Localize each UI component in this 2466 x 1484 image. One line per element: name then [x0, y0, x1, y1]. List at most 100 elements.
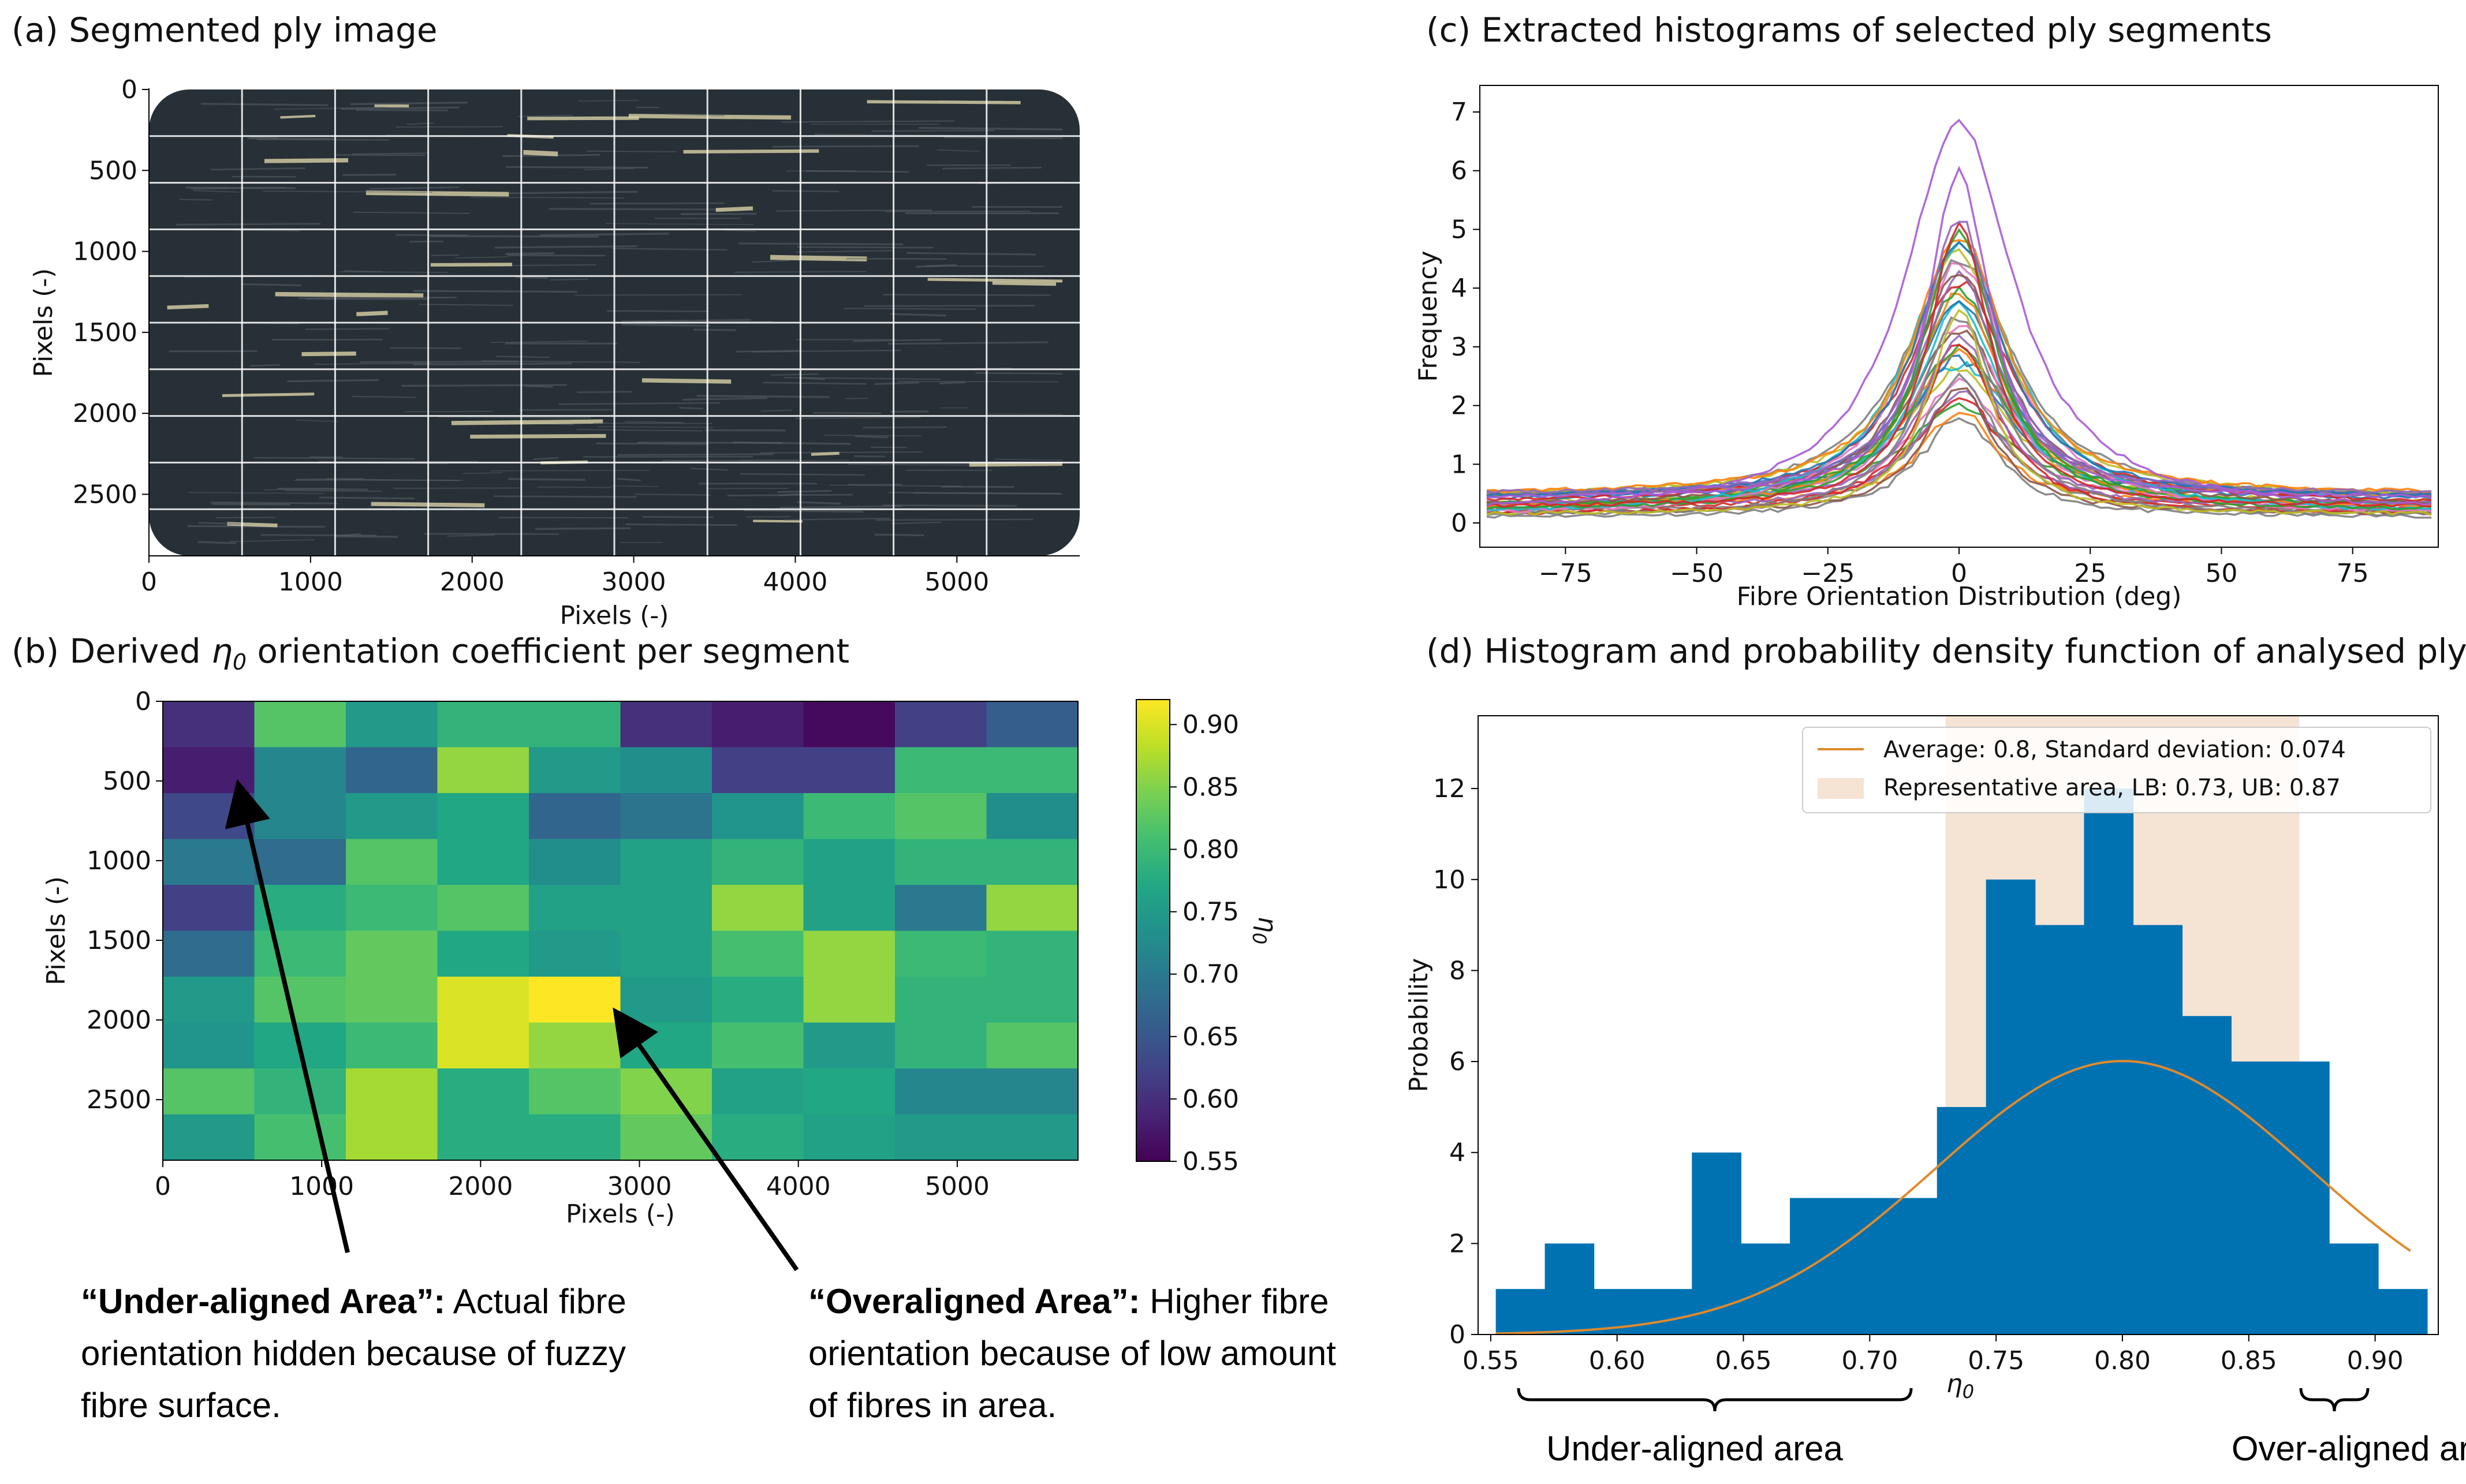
fibre-streak	[179, 199, 212, 201]
y-tick-label: 10	[1433, 865, 1465, 895]
heatmap-cell	[620, 885, 712, 932]
fibre-streak	[275, 291, 424, 298]
fibre-streak	[549, 208, 722, 211]
heatmap-cell	[712, 1022, 804, 1069]
y-tick-label: 1500	[87, 926, 151, 955]
heatmap-cell	[437, 839, 529, 885]
fibre-streak	[871, 446, 907, 448]
fibre-streak	[867, 100, 1021, 104]
y-axis-label: Pixels (-)	[29, 268, 58, 377]
heatmap-cell	[254, 793, 346, 840]
colorbar-ticks: 0.55 0.60 0.65 0.70 0.75 0.80 0.85 0.90	[1170, 710, 1239, 1176]
heatmap-cell	[803, 930, 896, 977]
fibre-streak	[413, 362, 572, 365]
heatmap-cell	[895, 793, 987, 840]
x-tick-label: −50	[1670, 559, 1723, 588]
fibre-streak	[243, 283, 301, 286]
panel-b-title: (b) Derived η0 orientation coefficient p…	[12, 631, 849, 675]
heatmap-cell	[895, 747, 987, 794]
fibre-streak	[778, 493, 802, 496]
heatmap-cell	[437, 1022, 529, 1069]
fibre-streak	[937, 149, 980, 152]
heatmap-cell	[712, 885, 804, 932]
x-tick-label: 3000	[607, 1172, 672, 1201]
y-tick-label: 3	[1451, 332, 1467, 362]
y-tick-label: 1000	[73, 237, 137, 267]
fibre-streak	[795, 416, 921, 419]
histogram-line	[1486, 365, 2432, 504]
x-tick-label: 2000	[440, 567, 505, 597]
overaligned-note-line3: of fibres in area.	[808, 1386, 1057, 1425]
histogram-bar	[1692, 1152, 1741, 1335]
fibre-streak	[264, 158, 349, 163]
x-tick-label: 0	[155, 1172, 171, 1201]
fibre-streak	[263, 190, 432, 193]
fibre-streak	[193, 190, 240, 193]
heatmap-cell	[346, 793, 438, 840]
fibre-streak	[679, 407, 704, 410]
heatmap-cell	[620, 793, 712, 840]
fibre-streak	[696, 395, 830, 398]
fibre-streak	[523, 149, 558, 156]
fibre-streak	[335, 535, 398, 538]
colorbar-tick-label: 0.70	[1182, 960, 1239, 989]
fibre-streak	[943, 136, 1063, 140]
x-tick-label: 0.75	[1968, 1346, 2024, 1375]
over-aligned-area-label: Over-aligned area	[2232, 1429, 2466, 1468]
heatmap-cell	[437, 930, 529, 977]
fibre-streak	[994, 458, 1063, 461]
y-tick-label: 2000	[73, 399, 137, 428]
over-aligned-brace	[2299, 1388, 2370, 1412]
histogram-bar	[2035, 925, 2085, 1335]
fibre-streak	[537, 486, 611, 488]
fibre-streak	[515, 276, 548, 279]
histogram-bar	[2231, 1061, 2281, 1335]
fibre-streak	[625, 523, 737, 526]
panel-b-heatmap: 0 1000 2000 3000 4000 5000 0 500 1000 1500 2000 250…	[42, 687, 1282, 1229]
fibre-streak	[508, 478, 585, 481]
histogram-bar	[1544, 1243, 1595, 1335]
fibre-streak	[550, 278, 588, 281]
y-tick-label: 0	[1449, 1320, 1465, 1350]
panel-a-image-plot: 0 1000 2000 3000 4000 5000 0 500 1000 1500 2000 250…	[29, 75, 1080, 630]
heatmap-cell	[529, 701, 621, 748]
heatmap-cell	[437, 1068, 529, 1115]
fibre-streak	[760, 451, 923, 454]
heatmap-cell	[346, 701, 438, 748]
fibre-streak	[796, 246, 934, 249]
fibre-streak	[781, 120, 954, 123]
x-tick-label: −25	[1801, 559, 1855, 588]
colorbar-tick-label: 0.60	[1182, 1085, 1239, 1114]
x-tick-label: 0.60	[1589, 1346, 1646, 1375]
heatmap-cell	[254, 1114, 346, 1161]
x-tick-label: 0.65	[1715, 1346, 1772, 1375]
x-tick-label: 3000	[602, 567, 666, 597]
fibre-streak	[824, 435, 922, 437]
fibre-streak	[430, 263, 513, 267]
colorbar	[1136, 699, 1170, 1162]
heatmap-cell	[712, 1068, 804, 1115]
overaligned-note-line2: orientation because of low amount	[808, 1334, 1336, 1373]
fibre-streak	[939, 381, 966, 384]
heatmap-cell	[346, 977, 438, 1023]
fibre-streak	[176, 223, 321, 226]
legend-pdf-label: Average: 0.8, Standard deviation: 0.074	[1883, 737, 2346, 763]
x-axis-label: Fibre Orientation Distribution (deg)	[1737, 582, 2182, 611]
y-axis-label: Frequency	[1413, 251, 1443, 382]
y-tick-label: 5	[1451, 215, 1467, 244]
legend-band-swatch	[1818, 778, 1864, 799]
fibre-streak	[721, 229, 756, 232]
under-aligned-arrow	[225, 779, 350, 1253]
y-tick-label: 4	[1449, 1138, 1465, 1168]
fibre-streak	[666, 113, 725, 117]
fibre-streak	[617, 453, 774, 456]
legend-box	[1802, 727, 2431, 813]
fibre-streak	[777, 489, 832, 494]
y-tick-label: 8	[1449, 956, 1465, 985]
x-tick-label: −75	[1539, 559, 1592, 588]
heatmap-cell	[712, 747, 804, 794]
histogram-line	[1486, 241, 2432, 511]
y-tick-label: 500	[89, 156, 137, 185]
heatmap-cell	[529, 977, 621, 1023]
heatmap-cell	[895, 701, 987, 748]
